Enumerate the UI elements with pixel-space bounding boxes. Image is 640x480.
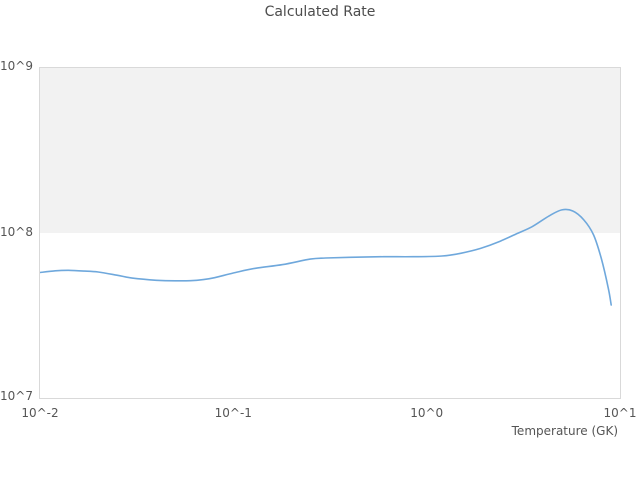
x-axis: 10^-2 10^-1 10^0 10^1 [0,406,640,420]
upper-decade-band [40,68,620,233]
y-tick-label: 10^9 [0,59,33,73]
chart-title: Calculated Rate [264,4,376,20]
rate-line [40,208,612,306]
y-tick-label: 10^8 [0,225,33,239]
x-tick-label: 10^0 [410,406,444,420]
plot-area [40,68,620,398]
y-tick-label: 10^7 [0,389,33,403]
x-tick-label: 10^1 [603,406,637,420]
y-axis: 10^9 10^8 10^7 [0,0,36,480]
plot-canvas [40,68,620,306]
x-tick-label: 10^-2 [21,406,59,420]
x-axis-title: Temperature (GK) [511,424,618,438]
x-tick-label: 10^-1 [214,406,252,420]
